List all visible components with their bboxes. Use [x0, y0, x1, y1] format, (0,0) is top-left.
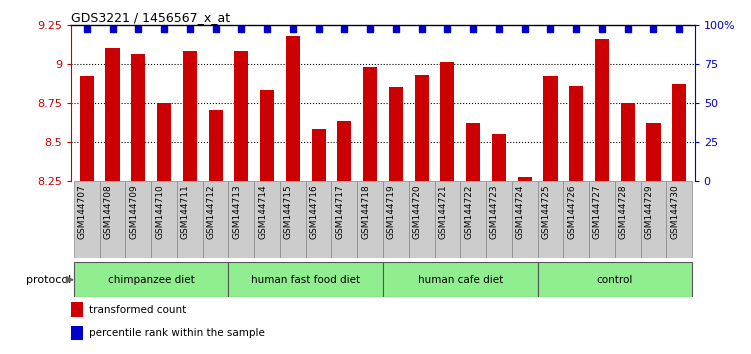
Bar — [511, 181, 538, 258]
Bar — [100, 181, 125, 258]
Text: GSM144729: GSM144729 — [644, 184, 653, 239]
Bar — [228, 262, 383, 297]
Bar — [71, 326, 83, 341]
Bar — [383, 181, 409, 258]
Bar — [440, 62, 454, 181]
Text: GSM144718: GSM144718 — [361, 184, 370, 239]
Text: GSM144719: GSM144719 — [387, 184, 396, 239]
Bar — [74, 181, 100, 258]
Bar — [151, 181, 177, 258]
Text: GSM144713: GSM144713 — [232, 184, 241, 239]
Bar — [131, 55, 146, 181]
Bar — [620, 103, 635, 181]
Text: GSM144720: GSM144720 — [412, 184, 421, 239]
Bar — [80, 76, 94, 181]
Bar — [595, 39, 609, 181]
Text: GSM144708: GSM144708 — [104, 184, 113, 239]
Bar — [157, 103, 171, 181]
Bar — [466, 123, 480, 181]
Bar — [589, 181, 615, 258]
Bar — [280, 181, 306, 258]
Text: GSM144711: GSM144711 — [181, 184, 190, 239]
Text: percentile rank within the sample: percentile rank within the sample — [89, 328, 264, 338]
Text: GSM144716: GSM144716 — [309, 184, 318, 239]
Bar — [357, 181, 383, 258]
Bar — [569, 86, 584, 181]
Text: GDS3221 / 1456567_x_at: GDS3221 / 1456567_x_at — [71, 11, 231, 24]
Bar — [177, 181, 203, 258]
Text: human cafe diet: human cafe diet — [418, 275, 503, 285]
Text: chimpanzee diet: chimpanzee diet — [108, 275, 195, 285]
Bar — [125, 181, 151, 258]
Text: GSM144721: GSM144721 — [439, 184, 448, 239]
Bar — [74, 262, 228, 297]
Text: GSM144717: GSM144717 — [336, 184, 345, 239]
Bar — [672, 84, 686, 181]
Text: GSM144707: GSM144707 — [78, 184, 87, 239]
Bar — [486, 181, 511, 258]
Bar — [647, 123, 661, 181]
Text: GSM144727: GSM144727 — [593, 184, 602, 239]
Text: GSM144728: GSM144728 — [619, 184, 628, 239]
Bar — [538, 181, 563, 258]
Bar — [666, 181, 692, 258]
Bar — [255, 181, 280, 258]
Bar — [203, 181, 228, 258]
Text: GSM144723: GSM144723 — [490, 184, 499, 239]
Bar — [563, 181, 589, 258]
Text: GSM144722: GSM144722 — [464, 184, 473, 239]
Bar — [182, 51, 197, 181]
Text: transformed count: transformed count — [89, 304, 186, 315]
Text: GSM144725: GSM144725 — [541, 184, 550, 239]
Bar — [409, 181, 435, 258]
Text: protocol: protocol — [26, 275, 71, 285]
Bar — [363, 67, 377, 181]
Bar — [415, 75, 429, 181]
Bar — [517, 177, 532, 181]
Text: GSM144726: GSM144726 — [567, 184, 576, 239]
Text: GSM144724: GSM144724 — [516, 184, 525, 239]
Bar — [460, 181, 486, 258]
Text: GSM144710: GSM144710 — [155, 184, 164, 239]
Bar — [615, 181, 641, 258]
Text: human fast food diet: human fast food diet — [251, 275, 360, 285]
Bar — [435, 181, 460, 258]
Bar — [331, 181, 357, 258]
Bar — [312, 129, 326, 181]
Bar — [492, 134, 506, 181]
Text: GSM144730: GSM144730 — [670, 184, 679, 239]
Bar — [71, 302, 83, 317]
Bar — [389, 87, 403, 181]
Bar — [209, 110, 222, 181]
Bar — [228, 181, 255, 258]
Bar — [544, 76, 557, 181]
Text: GSM144715: GSM144715 — [284, 184, 293, 239]
Text: GSM144712: GSM144712 — [207, 184, 216, 239]
Bar — [383, 262, 538, 297]
Bar — [306, 181, 331, 258]
Text: GSM144709: GSM144709 — [129, 184, 138, 239]
Text: control: control — [596, 275, 633, 285]
Bar — [105, 48, 119, 181]
Bar — [538, 262, 692, 297]
Bar — [234, 51, 249, 181]
Bar — [641, 181, 666, 258]
Text: GSM144714: GSM144714 — [258, 184, 267, 239]
Bar — [337, 121, 351, 181]
Bar — [286, 36, 300, 181]
Bar — [260, 90, 274, 181]
